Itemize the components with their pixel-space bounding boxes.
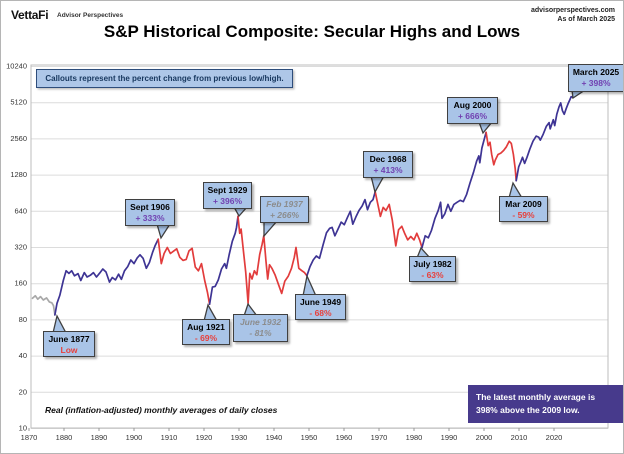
y-axis-label: 80 <box>19 315 27 324</box>
callout-date: July 1982 <box>413 259 452 269</box>
callout-date: Aug 2000 <box>453 100 492 110</box>
x-axis-label: 1950 <box>301 433 318 442</box>
y-axis-label: 320 <box>14 242 27 251</box>
callout-pointer <box>156 223 172 240</box>
latest-average-highlight: The latest monthly average is 398% above… <box>468 385 623 423</box>
callout-sept-1906: Sept 1906 + 333% <box>125 199 175 226</box>
callout-date: June 1877 <box>48 334 90 344</box>
callout-feb-1937: Feb 1937 + 266% <box>260 196 309 223</box>
x-axis-label: 1960 <box>336 433 353 442</box>
x-axis-label: 1880 <box>56 433 73 442</box>
x-axis-label: 1920 <box>196 433 213 442</box>
callout-percent-change: + 266% <box>269 210 300 220</box>
callout-percent-change: + 398% <box>581 78 611 88</box>
series-bear-segment <box>237 215 308 305</box>
callout-date: Dec 1968 <box>369 154 407 164</box>
logo-subtitle: Advisor Perspectives <box>57 12 124 19</box>
callout-date: March 2025 <box>572 67 620 77</box>
callout-date: Sept 1906 <box>130 202 170 212</box>
callout-date: Sept 1929 <box>207 185 248 195</box>
callout-dec-1968: Dec 1968 + 413% <box>363 151 413 178</box>
callout-sept-1929: Sept 1929 + 396% <box>203 182 252 209</box>
x-axis-label: 1980 <box>406 433 423 442</box>
series-bull-segment <box>515 95 574 182</box>
callout-june-1877: June 1877 Low <box>43 331 95 357</box>
series-bear-segment <box>374 190 423 249</box>
x-axis-label: 2020 <box>546 433 563 442</box>
y-axis-label: 1280 <box>10 170 27 179</box>
callout-june-1932: June 1932- 81% <box>233 314 288 342</box>
callout-pointer <box>263 220 279 238</box>
callout-percent-change: - 59% <box>512 210 535 220</box>
series-bull-segment <box>208 215 239 306</box>
callout-percent-change: - 69% <box>194 333 218 343</box>
series-bull-segment <box>306 190 377 277</box>
callout-percent-change: - 81% <box>249 328 272 338</box>
data-definition-footnote: Real (inflation-adjusted) monthly averag… <box>45 405 278 415</box>
y-axis-label: 5120 <box>10 98 27 107</box>
source-site: advisorperspectives.com <box>530 7 615 14</box>
callout-percent-change: + 396% <box>212 196 243 206</box>
x-axis-label: 1970 <box>371 433 388 442</box>
y-axis-label: 2560 <box>10 134 27 143</box>
source-block: advisorperspectives.com As of March 2025 <box>531 6 615 24</box>
callout-percent-change: Low <box>60 345 78 355</box>
plot-frame <box>30 64 609 429</box>
callout-percent-change: + 333% <box>135 213 165 223</box>
x-axis-label: 1890 <box>91 433 108 442</box>
callout-aug-2000: Aug 2000 + 666% <box>447 97 498 124</box>
chart-title: S&P Historical Composite: Secular Highs … <box>103 22 521 41</box>
callout-percent-change: - 63% <box>421 270 444 280</box>
x-axis-label: 1870 <box>21 433 38 442</box>
highlight-line1: The latest monthly average is <box>476 392 596 402</box>
x-axis-label: 1910 <box>161 433 178 442</box>
callout-legend-note: Callouts represent the percent change fr… <box>36 69 293 88</box>
y-axis-label: 40 <box>19 351 27 360</box>
y-axis-label: 10240 <box>6 61 27 70</box>
callout-mar-2009: Mar 2009- 59% <box>499 196 548 222</box>
series-bear-segment <box>485 131 518 182</box>
callout-date: June 1949 <box>299 297 342 307</box>
x-axis-label: 1990 <box>441 433 458 442</box>
y-axis-label: 20 <box>19 387 27 396</box>
callout-march-2025: March 2025 + 398% <box>568 64 623 92</box>
x-axis-label: 1940 <box>266 433 283 442</box>
callout-percent-change: - 68% <box>309 308 332 318</box>
y-axis-label: 160 <box>14 279 27 288</box>
x-axis-label: 2000 <box>476 433 493 442</box>
y-axis-label: 10 <box>19 423 27 432</box>
callout-percent-change: + 666% <box>457 111 488 121</box>
callout-pointer <box>302 273 318 297</box>
series-early-segment <box>31 294 56 316</box>
y-axis-label: 640 <box>14 206 27 215</box>
callout-date: June 1932 <box>239 317 282 327</box>
x-axis-label: 2010 <box>511 433 528 442</box>
callout-percent-change: + 413% <box>373 165 403 175</box>
callout-date: Feb 1937 <box>266 199 303 209</box>
x-axis-label: 1900 <box>126 433 143 442</box>
series-bull-segment <box>54 238 160 316</box>
highlight-line2: 398% above the 2009 low. <box>476 405 580 415</box>
callout-june-1949: June 1949- 68% <box>295 294 346 320</box>
series-bear-segment <box>157 238 211 306</box>
callout-july-1982: July 1982- 63% <box>409 256 456 282</box>
as-of-date: As of March 2025 <box>557 16 615 23</box>
callout-date: Mar 2009 <box>505 199 542 209</box>
series-bull-segment <box>421 131 487 249</box>
vettafi-logo: VettaFi <box>11 8 49 22</box>
callout-aug-1921: Aug 1921- 69% <box>182 319 230 345</box>
callout-date: Aug 1921 <box>187 322 225 332</box>
x-axis-label: 1930 <box>231 433 248 442</box>
callout-pointer <box>370 175 386 194</box>
